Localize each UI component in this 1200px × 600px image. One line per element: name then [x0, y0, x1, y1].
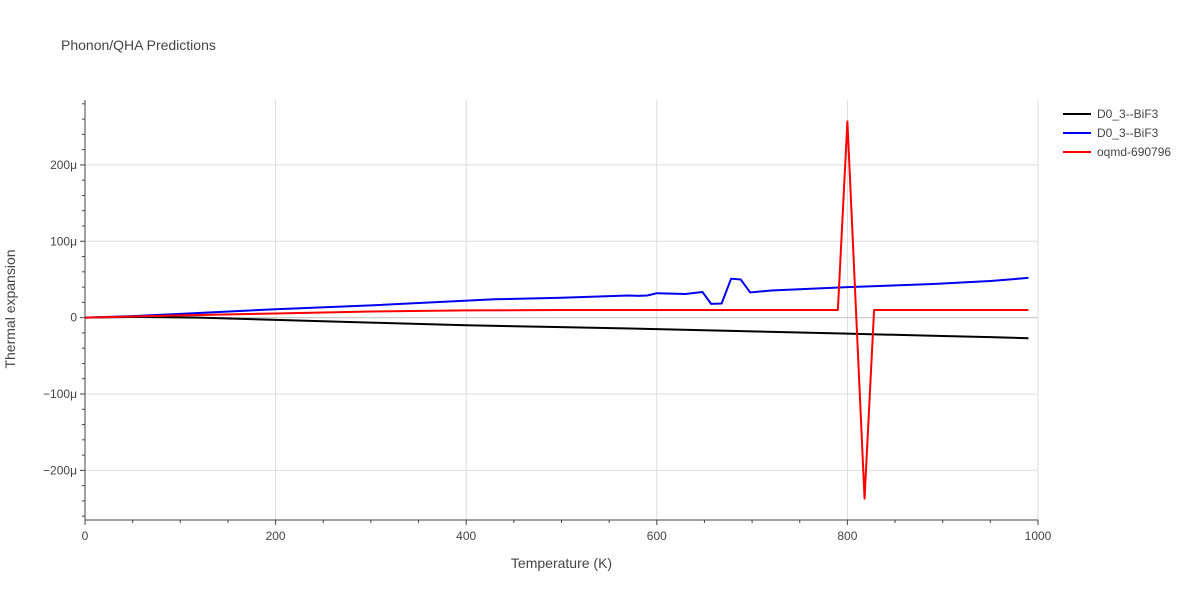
x-tick-label: 200 [266, 529, 286, 543]
y-tick-label: −100μ [43, 387, 77, 401]
series-line-1 [84, 315, 1029, 340]
y-axis-title: Thermal expansion [2, 249, 18, 368]
y-tick-label: 100μ [50, 234, 77, 248]
legend[interactable]: D0_3--BiF3 D0_3--BiF3 oqmd-690796 [1063, 107, 1171, 159]
series-lines [84, 120, 1029, 500]
grid-lines [85, 100, 1039, 520]
y-axis-ticks: −200μ −100μ 0 100μ 200μ [43, 103, 85, 517]
legend-label: oqmd-690796 [1097, 145, 1171, 159]
series-line-2 [84, 276, 1029, 319]
series-line-3 [84, 120, 1029, 500]
chart-title: Phonon/QHA Predictions [61, 37, 216, 53]
legend-item-1[interactable]: D0_3--BiF3 [1063, 107, 1159, 121]
x-tick-label: 400 [456, 529, 476, 543]
y-tick-label: −200μ [43, 463, 77, 477]
x-tick-label: 1000 [1025, 529, 1052, 543]
legend-label: D0_3--BiF3 [1097, 126, 1159, 140]
x-tick-label: 600 [647, 529, 667, 543]
x-tick-label: 800 [837, 529, 857, 543]
legend-label: D0_3--BiF3 [1097, 107, 1159, 121]
x-axis-title: Temperature (K) [511, 555, 612, 571]
x-axis-ticks: 0 200 400 600 800 1000 [82, 520, 1052, 543]
legend-item-2[interactable]: D0_3--BiF3 [1063, 126, 1159, 140]
x-tick-label: 0 [82, 529, 89, 543]
y-tick-label: 0 [70, 311, 77, 325]
legend-item-3[interactable]: oqmd-690796 [1063, 145, 1171, 159]
y-tick-label: 200μ [50, 158, 77, 172]
